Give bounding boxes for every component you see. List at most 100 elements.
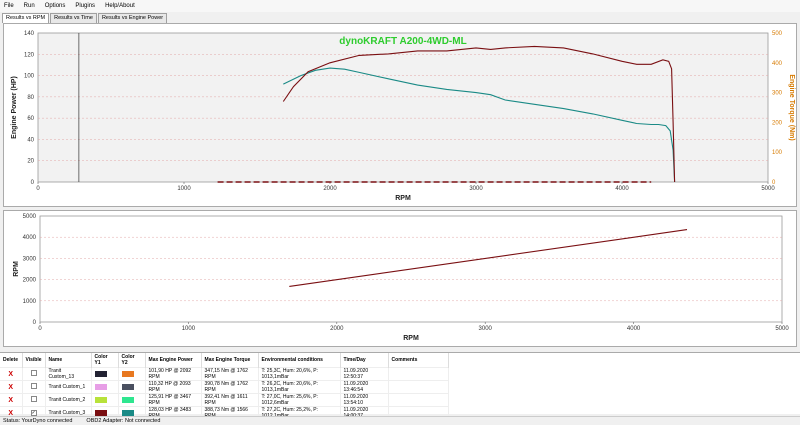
color-y2-swatch[interactable] xyxy=(121,396,134,403)
delete-icon[interactable]: X xyxy=(0,367,23,381)
color-y2-swatch[interactable] xyxy=(121,409,134,416)
tab-results-vs-engine-power[interactable]: Results vs Engine Power xyxy=(97,13,168,23)
menu-options[interactable]: Options xyxy=(44,3,66,9)
env-conditions-value: T: 25,3C, Hum: 20,6%, P: 1013,1mBar xyxy=(258,367,341,381)
x-tick-label: 4000 xyxy=(615,186,629,192)
tab-results-vs-rpm[interactable]: Results vs RPM xyxy=(2,13,50,23)
y2-tick-label: 0 xyxy=(772,180,776,186)
env-conditions-value: T: 26,2C, Hum: 20,6%, P: 1013,1mBar xyxy=(258,380,341,394)
x-tick-label: 0 xyxy=(38,326,42,332)
y-tick-label: 140 xyxy=(24,31,35,37)
delete-icon[interactable]: X xyxy=(0,393,23,407)
visible-checkbox[interactable] xyxy=(30,383,37,389)
y-axis-label: RPM xyxy=(13,261,20,277)
y-tick-label: 3000 xyxy=(23,256,37,262)
x-tick-label: 5000 xyxy=(775,326,789,332)
x-tick-label: 1000 xyxy=(182,326,196,332)
y-tick-label: 20 xyxy=(27,159,34,165)
color-y1-swatch[interactable] xyxy=(94,396,107,403)
x-axis-label: RPM xyxy=(403,335,419,342)
col-name: Name xyxy=(45,353,92,368)
menu-file[interactable]: File xyxy=(4,3,14,9)
y-tick-label: 60 xyxy=(27,116,34,122)
col-env: Environmental conditions xyxy=(258,353,341,368)
x-tick-label: 3000 xyxy=(479,326,493,332)
rpm-curve xyxy=(289,229,688,287)
menu-plugins[interactable]: Plugins xyxy=(75,3,96,9)
color-y1-swatch[interactable] xyxy=(94,383,107,390)
y-tick-label: 40 xyxy=(27,137,34,143)
status-dyno: Status: YourDyno connected xyxy=(3,418,73,424)
x-tick-label: 3000 xyxy=(469,186,483,192)
col-max-power: Max Engine Power xyxy=(145,353,202,368)
visible-checkbox[interactable]: ✓ xyxy=(30,410,37,416)
torque-curve xyxy=(282,45,676,183)
col-time: Time/Day xyxy=(340,353,389,368)
comment-value[interactable] xyxy=(388,406,449,419)
chart-title: dynoKRAFT A200-4WD-ML xyxy=(339,36,466,47)
y-tick-label: 4000 xyxy=(23,235,37,241)
visible-checkbox[interactable] xyxy=(30,370,37,376)
color-y1-swatch[interactable] xyxy=(94,370,107,377)
time-value: 11.09.2020 12:50:37 xyxy=(340,367,389,381)
menu-bar: File Run Options Plugins Help/About xyxy=(0,0,800,12)
comment-value[interactable] xyxy=(388,393,449,407)
run-name: Tranit Custom_13 xyxy=(45,367,92,381)
run-name: Tranit Custom_1 xyxy=(45,380,92,394)
max-power-value: 110,32 HP @ 2093 RPM xyxy=(145,380,202,394)
table-row[interactable]: X Tranit Custom_2 125,91 HP @ 3467 RPM 392,… xyxy=(0,393,449,407)
max-torque-value: 347,15 Nm @ 1762 RPM xyxy=(201,367,259,381)
y2-tick-label: 500 xyxy=(772,31,783,37)
run-name: Tranit Custom_2 xyxy=(45,393,92,407)
comment-value[interactable] xyxy=(388,380,449,394)
status-obd2: OBD2 Adapter: Not connected xyxy=(86,418,161,424)
tab-results-vs-time[interactable]: Results vs Time xyxy=(50,13,97,23)
col-comments: Comments xyxy=(388,353,449,368)
color-y1-swatch[interactable] xyxy=(94,409,107,416)
y-tick-label: 100 xyxy=(24,74,35,80)
y-axis-label: Engine Power (HP) xyxy=(11,76,18,139)
delete-icon[interactable]: X xyxy=(0,380,23,394)
power-torque-chart-panel: 0 20 40 60 80 100 120 140 0 1000 2000 3000 4000 5000 0… xyxy=(3,23,797,207)
col-color-y1: Color Y1 xyxy=(91,353,119,368)
col-color-y2: Color Y2 xyxy=(118,353,146,368)
y-tick-label: 0 xyxy=(31,180,35,186)
x-tick-label: 5000 xyxy=(761,186,775,192)
y-tick-label: 0 xyxy=(33,320,37,326)
delete-icon[interactable]: X xyxy=(0,406,23,419)
col-visible: Visible xyxy=(22,353,46,368)
comment-value[interactable] xyxy=(388,367,449,381)
table-row[interactable]: X Tranit Custom_13 101,90 HP @ 2092 RPM 347… xyxy=(0,367,449,381)
menu-help[interactable]: Help/About xyxy=(105,3,135,9)
power-curve xyxy=(283,67,676,183)
x-axis-label: RPM xyxy=(395,195,411,202)
rpm-chart[interactable]: 0 1000 2000 3000 4000 5000 0 1000 2000 3000 4000 50… xyxy=(4,211,798,348)
max-power-value: 125,91 HP @ 3467 RPM xyxy=(145,393,202,407)
color-y2-swatch[interactable] xyxy=(121,370,134,377)
table-header-row: Delete Visible Name Color Y1 Color Y2 Ma… xyxy=(0,353,449,368)
x-tick-label: 4000 xyxy=(627,326,641,332)
color-y2-swatch[interactable] xyxy=(121,383,134,390)
plot-area xyxy=(37,32,769,183)
col-delete: Delete xyxy=(0,353,23,368)
tab-strip: Results vs RPM Results vs Time Results v… xyxy=(2,13,168,23)
rpm-chart-panel: 0 1000 2000 3000 4000 5000 0 1000 2000 3000 4000 50… xyxy=(3,210,797,347)
y-tick-label: 120 xyxy=(24,52,35,58)
y2-tick-label: 300 xyxy=(772,91,783,97)
y2-tick-label: 200 xyxy=(772,120,783,126)
x-tick-label: 2000 xyxy=(330,326,344,332)
y-tick-label: 80 xyxy=(27,95,34,101)
visible-checkbox[interactable] xyxy=(30,396,37,402)
menu-run[interactable]: Run xyxy=(23,3,35,9)
table-row[interactable]: X Tranit Custom_1 110,32 HP @ 2093 RPM 390,… xyxy=(0,380,449,394)
runs-table: Delete Visible Name Color Y1 Color Y2 Ma… xyxy=(0,353,449,419)
y2-tick-label: 400 xyxy=(772,61,783,67)
run-name: Tranit Custom_3 xyxy=(45,406,92,419)
x-tick-label: 1000 xyxy=(177,186,191,192)
time-value: 11.09.2020 13:46:54 xyxy=(340,380,389,394)
y-tick-label: 2000 xyxy=(23,278,37,284)
env-conditions-value: T: 27,0C, Hum: 25,6%, P: 1012,6mBar xyxy=(258,393,341,407)
y-tick-label: 5000 xyxy=(23,214,37,220)
